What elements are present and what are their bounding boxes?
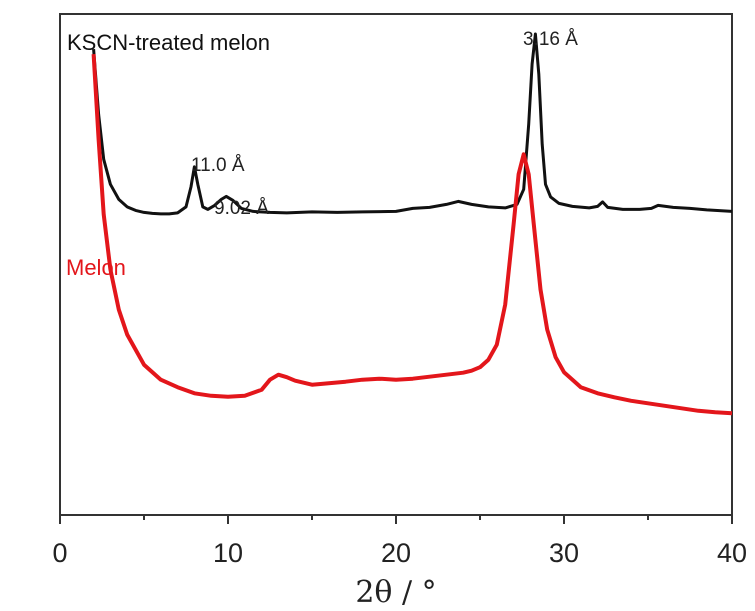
series-label-melon: Melon	[66, 255, 126, 280]
x-tick-label-30: 30	[549, 538, 579, 568]
x-axis-ticks	[59, 515, 733, 524]
series-line-melon	[91, 53, 733, 416]
x-tick-label-20: 20	[381, 538, 411, 568]
x-axis-title: 2θ / °	[355, 575, 436, 610]
series-label-kscn-treated-melon: KSCN-treated melon	[67, 30, 270, 55]
peak-label-9-02: 9.02 Å	[214, 198, 269, 219]
peak-label-3-16: 3.16 Å	[523, 29, 578, 50]
plot-frame	[59, 13, 733, 516]
x-tick-label-10: 10	[213, 538, 243, 568]
x-tick-label-40: 40	[717, 538, 747, 568]
peak-label-11-0: 11.0 Å	[191, 155, 245, 176]
x-tick-label-0: 0	[52, 538, 67, 568]
x-axis-tick-labels: 0 10 20 30 40	[52, 538, 747, 568]
series-line-kscn-treated-melon	[92, 32, 733, 216]
